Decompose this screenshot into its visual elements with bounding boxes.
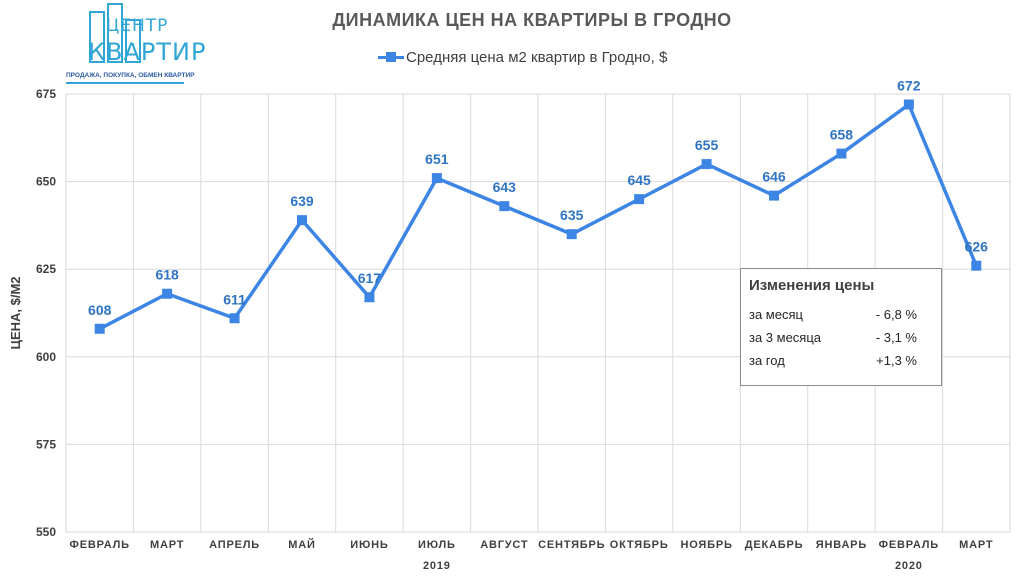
logo-tagline: ПРОДАЖА, ПОКУПКА, ОБМЕН КВАРТИР — [66, 72, 195, 79]
legend-marker-icon — [378, 49, 404, 65]
data-label: 672 — [897, 78, 921, 94]
x-tick-label: ИЮНЬ — [350, 539, 388, 551]
data-label: 617 — [358, 270, 382, 286]
y-tick-label: 600 — [36, 350, 56, 364]
data-point — [903, 99, 914, 110]
price-change-title: Изменения цены — [749, 277, 875, 294]
x-tick-label: ФЕВРАЛЬ — [70, 539, 130, 551]
y-tick-label: 575 — [36, 437, 56, 451]
x-tick-label: ФЕВРАЛЬ — [879, 539, 939, 551]
x-tick-label: ДЕКАБРЬ — [745, 539, 804, 551]
price-change-value: - 3,1 % — [875, 330, 917, 345]
data-point — [364, 292, 375, 303]
data-label: 655 — [695, 137, 719, 153]
year-label: 2020 — [895, 560, 923, 572]
price-change-label: за месяц — [749, 307, 803, 322]
data-point — [836, 148, 847, 159]
x-tick-label: НОЯБРЬ — [680, 539, 732, 551]
data-point — [162, 288, 173, 299]
chart-title: ДИНАМИКА ЦЕН НА КВАРТИРЫ В ГРОДНО — [332, 10, 732, 30]
data-label: 658 — [830, 127, 854, 143]
x-tick-label: МАРТ — [150, 539, 184, 551]
x-tick-label: АПРЕЛЬ — [209, 539, 260, 551]
logo-line1: ЦЕНТР — [106, 16, 169, 36]
y-tick-label: 625 — [36, 262, 56, 276]
data-label: 626 — [965, 239, 989, 255]
price-change-label: за год — [749, 353, 785, 368]
data-point — [297, 215, 307, 226]
company-logo: ЦЕНТР КВАРТИР ПРОДАЖА, ПОКУПКА, ОБМЕН КВ… — [66, 2, 205, 84]
x-tick-label: СЕНТЯБРЬ — [538, 539, 605, 551]
legend-label: Средняя цена м2 квартир в Гродно, $ — [406, 48, 668, 66]
price-change-label: за 3 месяца — [749, 330, 822, 345]
data-label: 611 — [223, 291, 246, 307]
data-point — [566, 229, 577, 240]
price-change-value: +1,3 % — [876, 353, 917, 368]
data-label: 651 — [425, 151, 449, 167]
price-change-value: - 6,8 % — [875, 307, 917, 322]
data-label: 639 — [290, 193, 314, 209]
data-label: 645 — [627, 172, 651, 188]
data-label: 643 — [493, 179, 517, 195]
data-point — [634, 194, 645, 205]
year-label: 2019 — [423, 560, 451, 572]
y-tick-label: 550 — [36, 525, 56, 539]
logo-underline — [66, 82, 184, 84]
series-line — [98, 102, 978, 331]
y-tick-label: 650 — [36, 175, 56, 189]
data-label: 608 — [88, 302, 112, 318]
data-label: 635 — [560, 207, 584, 223]
data-point — [499, 201, 510, 212]
x-tick-label: ИЮЛЬ — [418, 539, 456, 551]
data-point — [769, 190, 779, 201]
data-point — [94, 323, 105, 334]
y-axis-label: ЦЕНА, $/М2 — [8, 276, 23, 349]
price-change-box: Изменения цены за месяц - 6,8 % за 3 мес… — [740, 268, 942, 386]
data-point — [971, 260, 982, 271]
building-logo-icon — [89, 3, 141, 63]
logo-line2: КВАРТИР — [88, 38, 207, 66]
y-tick-label: 675 — [36, 87, 56, 101]
data-point — [701, 159, 712, 170]
data-label: 618 — [155, 267, 179, 283]
x-tick-label: АВГУСТ — [480, 539, 528, 551]
data-point — [229, 313, 240, 324]
data-label: 646 — [762, 169, 786, 185]
data-point — [431, 173, 442, 184]
x-tick-label: ЯНВАРЬ — [816, 539, 867, 551]
x-tick-label: МАРТ — [959, 539, 993, 551]
x-tick-label: ОКТЯБРЬ — [610, 539, 669, 551]
chart-legend: Средняя цена м2 квартир в Гродно, $ — [378, 47, 667, 67]
x-tick-label: МАЙ — [288, 538, 315, 551]
